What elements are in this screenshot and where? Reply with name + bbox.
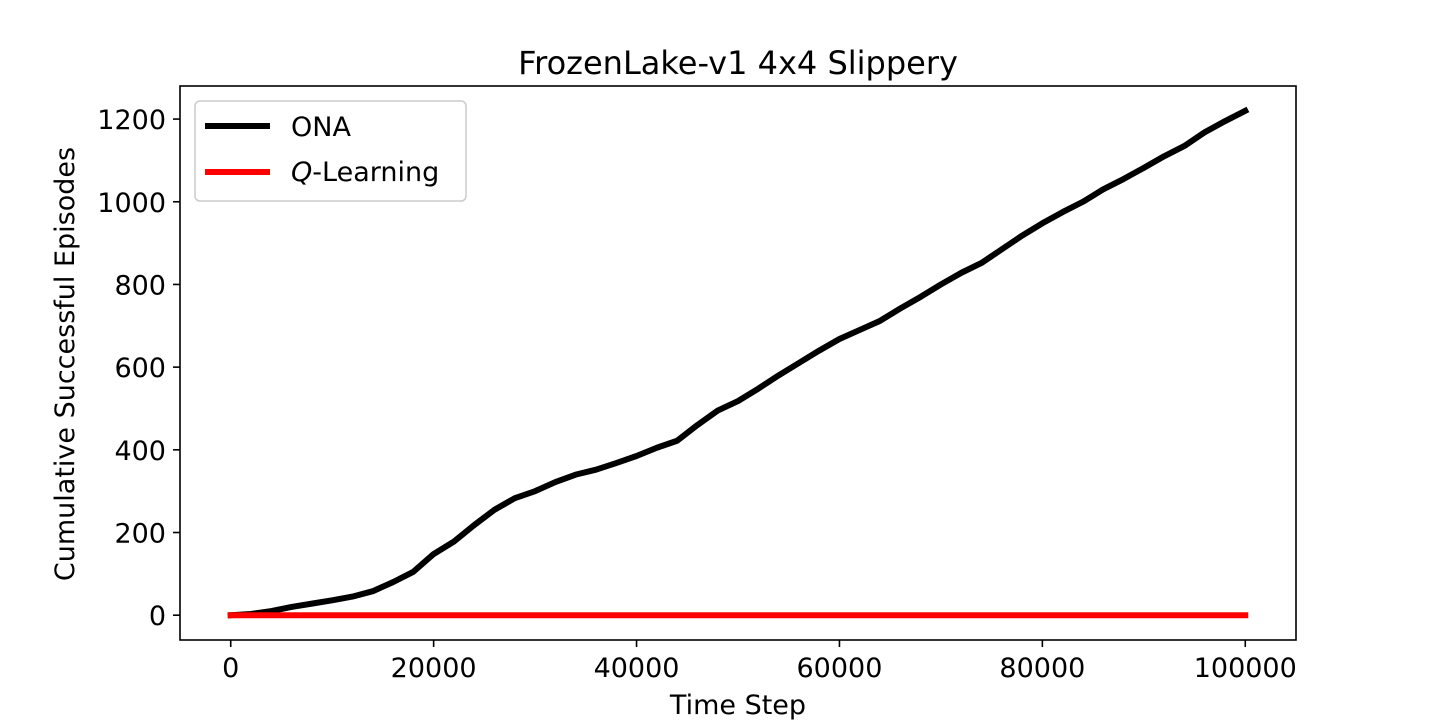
x-tick-label: 20000: [391, 653, 477, 684]
axes: 0 20000 40000 60000 80000 100000 0 200 400 600 800…: [97, 85, 1297, 684]
y-tick-label: 600: [114, 353, 166, 384]
legend-label-q-rest: -Learning: [312, 157, 439, 188]
x-tick-label: 100000: [1194, 653, 1297, 684]
legend-label-q-italic: Q: [291, 157, 312, 188]
x-tick-label: 40000: [594, 653, 680, 684]
axes-frame: [179, 85, 1297, 641]
legend: ONA Q-Learning: [194, 100, 467, 202]
legend-label-ona: ONA: [291, 112, 351, 143]
x-tick-label: 0: [222, 653, 239, 684]
y-tick-label: 400: [114, 436, 166, 467]
series-line-ona: [227, 106, 1250, 619]
y-tick-label: 0: [149, 601, 166, 632]
x-tick-label: 60000: [797, 653, 883, 684]
y-tick-label: 800: [114, 270, 166, 301]
plot-area: [227, 106, 1250, 619]
chart-title: FrozenLake-v1 4x4 Slippery: [518, 44, 958, 82]
y-tick-label: 1000: [97, 188, 166, 219]
y-tick-label: 200: [114, 519, 166, 550]
x-tick-label: 80000: [999, 653, 1085, 684]
x-axis-title: Time Step: [669, 690, 806, 720]
y-axis-title: Cumulative Successful Episodes: [50, 147, 81, 581]
legend-label-q-learning: Q-Learning: [291, 157, 439, 188]
y-tick-label: 1200: [97, 105, 166, 136]
